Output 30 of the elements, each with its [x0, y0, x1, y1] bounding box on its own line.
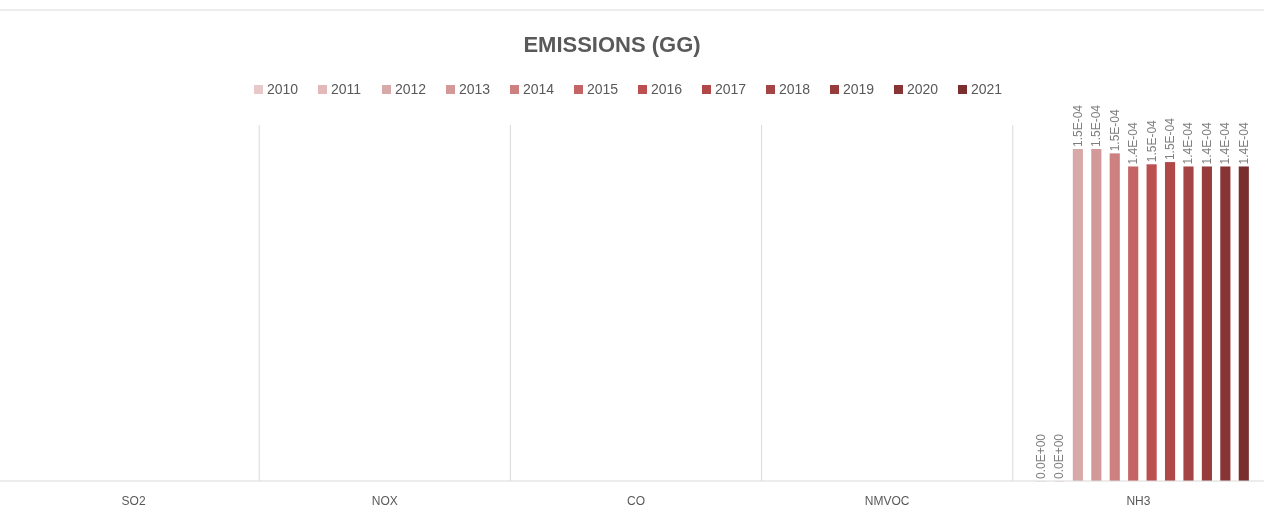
data-label: 1.4E-04	[1181, 122, 1196, 165]
data-label: 1.4E-04	[1236, 122, 1251, 165]
legend-label: 2012	[395, 81, 427, 97]
data-label: 1.5E-04	[1144, 119, 1159, 163]
legend-label: 2019	[843, 81, 875, 97]
data-label: 0.0E+00	[1052, 433, 1067, 479]
legend-label: 2015	[587, 81, 619, 97]
data-label: 1.5E-04	[1163, 117, 1178, 161]
chart-title: EMISSIONS (GG)	[523, 32, 701, 57]
data-label: 1.5E-04	[1070, 104, 1085, 147]
legend-label: 2020	[907, 81, 939, 97]
legend-label: 2017	[715, 81, 747, 97]
legend-label: 2016	[651, 81, 683, 97]
x-tick-label: CO	[627, 494, 645, 508]
data-label: 0.0E+00	[1034, 433, 1049, 479]
data-label: 1.5E-04	[1089, 104, 1104, 147]
x-tick-label: NOX	[371, 494, 398, 508]
x-tick-label: NMVOC	[864, 494, 910, 508]
x-tick-label: SO2	[121, 494, 146, 508]
data-label: 1.4E-04	[1218, 122, 1233, 165]
legend-label: 2013	[459, 81, 491, 97]
data-label: 1.4E-04	[1126, 122, 1141, 165]
data-label: 1.4E-04	[1199, 122, 1214, 165]
data-label: 1.5E-04	[1107, 109, 1122, 152]
legend-label: 2021	[971, 81, 1003, 97]
legend-label: 2011	[331, 81, 362, 97]
legend-label: 2010	[267, 81, 299, 97]
x-tick-label: NH3	[1126, 494, 1151, 508]
legend-label: 2018	[779, 81, 811, 97]
legend-label: 2014	[523, 81, 555, 97]
